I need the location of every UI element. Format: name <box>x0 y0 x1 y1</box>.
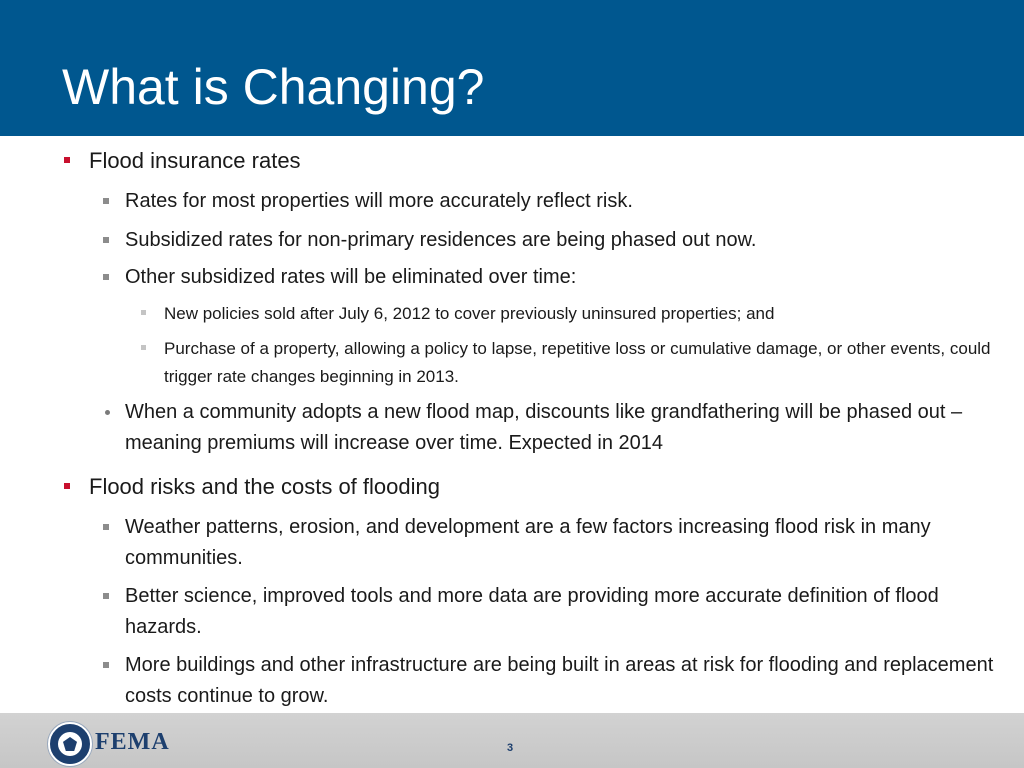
square-bullet-icon <box>103 593 109 599</box>
square-bullet-icon <box>103 524 109 530</box>
dhs-seal-icon <box>48 722 92 766</box>
square-bullet-icon <box>64 483 70 489</box>
slide-title: What is Changing? <box>62 59 485 115</box>
eagle-icon <box>63 737 77 751</box>
square-bullet-icon <box>103 274 109 280</box>
square-bullet-icon <box>103 237 109 243</box>
seal-center <box>58 732 82 756</box>
footer-bar <box>0 713 1024 768</box>
round-bullet-icon <box>105 410 110 415</box>
title-bar <box>0 0 1024 136</box>
square-bullet-icon <box>103 198 109 204</box>
square-bullet-icon <box>64 157 70 163</box>
page-number: 3 <box>507 742 514 754</box>
fema-logo: FEMA <box>95 729 170 755</box>
square-bullet-icon <box>141 310 146 315</box>
square-bullet-icon <box>103 662 109 668</box>
square-bullet-icon <box>141 345 146 350</box>
